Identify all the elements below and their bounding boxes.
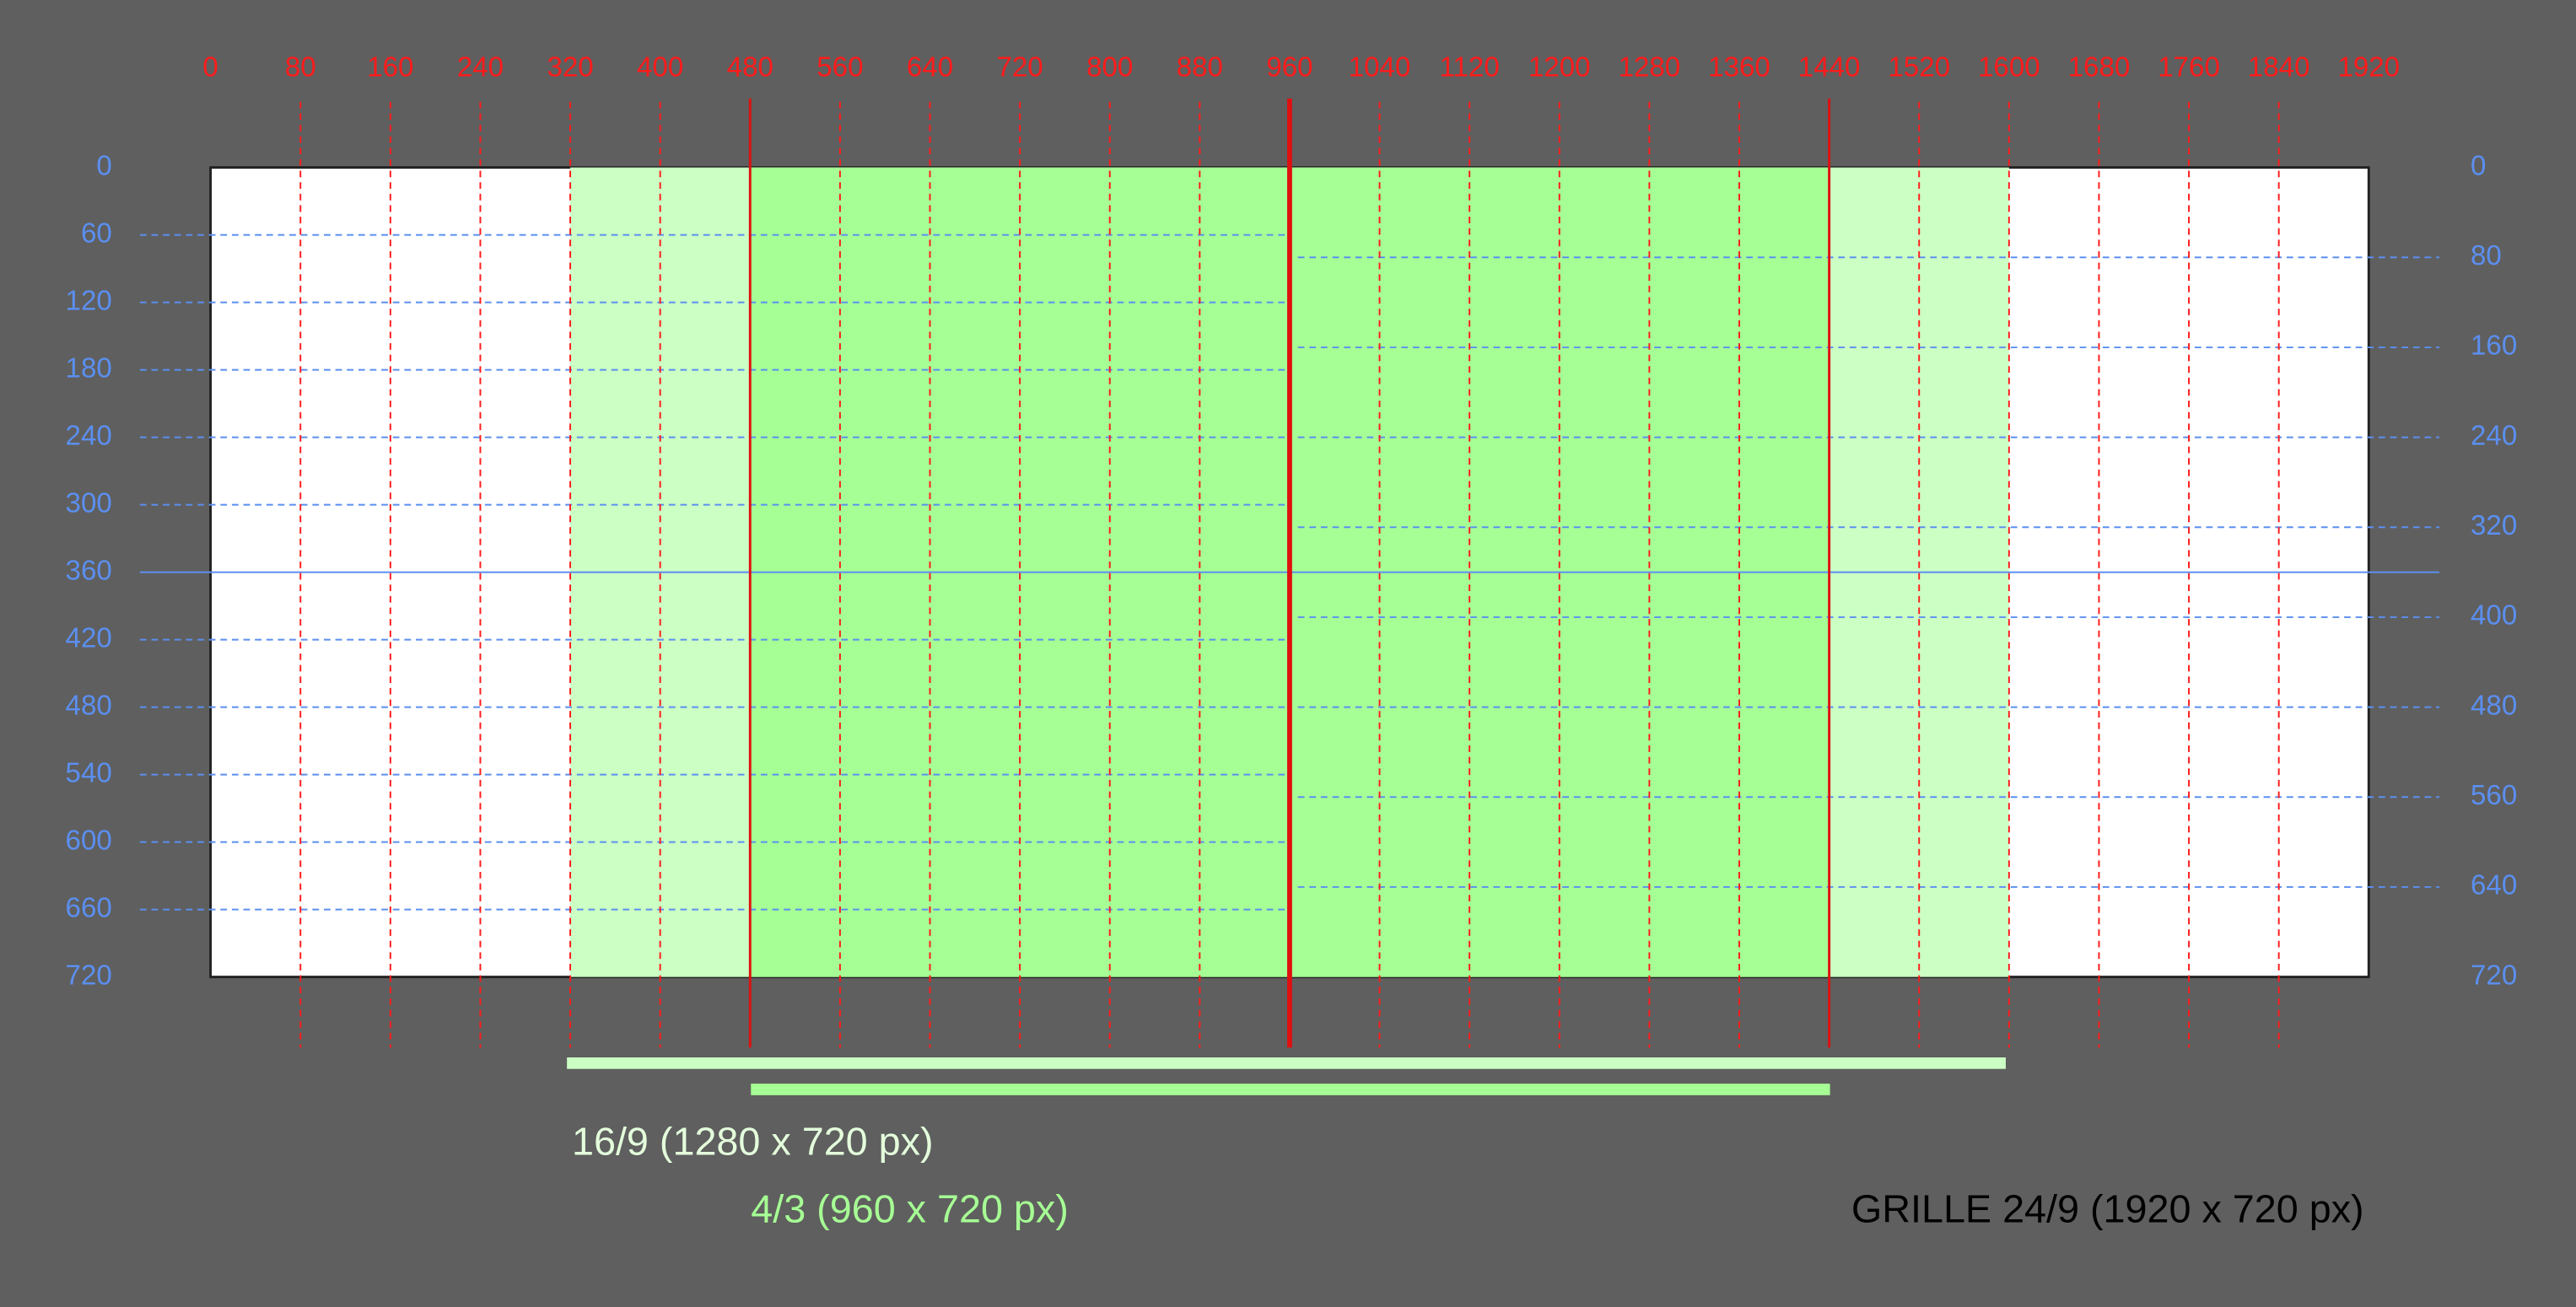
x-label: 1200 [1528,52,1591,83]
wide-caption: 16/9 (1280 x 720 px) [572,1120,934,1164]
x-label: 1680 [2068,52,2131,83]
x-label: 1760 [2158,52,2220,83]
grid-caption: GRILLE 24/9 (1920 x 720 px) [1851,1186,2364,1230]
x-label: 720 [997,52,1043,83]
x-label: 880 [1177,52,1223,83]
x-label: 320 [547,52,593,83]
y-label-right: 320 [2471,510,2517,541]
y-label-right: 720 [2471,960,2517,991]
standard-caption: 4/3 (960 x 720 px) [751,1186,1069,1230]
y-label-left: 120 [66,285,112,316]
y-label-left: 540 [66,757,112,788]
x-label: 400 [637,52,683,83]
y-label-left: 480 [66,690,112,721]
y-label-left: 300 [66,487,112,519]
x-label: 1440 [1798,52,1861,83]
y-label-left: 180 [66,352,112,384]
standard-bar [751,1084,1830,1095]
y-label-left: 720 [66,960,112,991]
x-label: 1360 [1708,52,1770,83]
x-label: 1920 [2337,52,2400,83]
x-label: 160 [367,52,413,83]
y-label-right: 640 [2471,870,2517,901]
x-label: 560 [816,52,863,83]
x-label: 960 [1266,52,1312,83]
y-label-right: 160 [2471,331,2517,362]
y-label-right: 0 [2471,150,2486,181]
x-label: 1040 [1349,52,1411,83]
y-label-left: 420 [66,622,112,654]
y-label-right: 240 [2471,420,2517,451]
y-label-left: 60 [81,218,112,249]
y-label-right: 560 [2471,780,2517,811]
y-label-right: 400 [2471,600,2517,632]
x-label: 1600 [1978,52,2040,83]
x-label: 80 [285,52,316,83]
y-label-left: 0 [96,150,111,181]
x-label: 640 [907,52,953,83]
y-label-left: 660 [66,892,112,923]
y-label-right: 80 [2471,240,2502,272]
y-label-left: 600 [66,825,112,856]
x-label: 1280 [1619,52,1681,83]
wide-bar [567,1057,2006,1069]
x-label: 240 [457,52,504,83]
x-label: 1520 [1888,52,1950,83]
x-label: 1840 [2248,52,2310,83]
x-label: 0 [202,52,218,83]
y-label-left: 360 [66,555,112,586]
y-label-left: 240 [66,420,112,451]
y-label-right: 480 [2471,690,2517,721]
x-label: 480 [727,52,773,83]
x-label: 1120 [1440,52,1500,83]
x-label: 800 [1086,52,1133,83]
